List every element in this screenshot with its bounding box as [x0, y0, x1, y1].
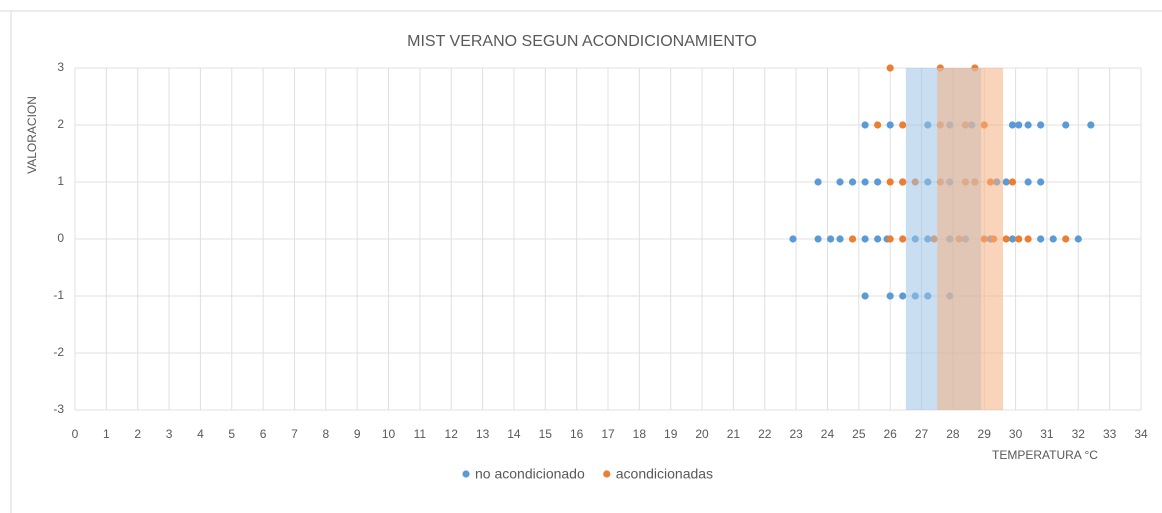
point [814, 178, 822, 186]
x-tick-label: 27 [915, 427, 929, 441]
point [1087, 121, 1095, 129]
y-axis-label: VALORACION [25, 96, 39, 174]
x-tick-label: 21 [727, 427, 741, 441]
x-tick-label: 23 [789, 427, 803, 441]
x-tick-label: 5 [228, 427, 235, 441]
range-band [937, 68, 1004, 410]
point [874, 178, 882, 186]
point [1002, 178, 1010, 186]
point [899, 178, 907, 186]
x-axis-label: TEMPERATURA °C [992, 448, 1098, 462]
x-tick-label: 28 [946, 427, 960, 441]
point [886, 292, 894, 300]
point [886, 178, 894, 186]
point [861, 121, 869, 129]
point [836, 178, 844, 186]
x-tick-label: 6 [260, 427, 267, 441]
y-tick-label: 2 [57, 117, 64, 131]
x-tick-label: 12 [445, 427, 459, 441]
point [836, 235, 844, 243]
x-tick-label: 20 [695, 427, 709, 441]
x-tick-label: 14 [507, 427, 521, 441]
point [848, 235, 857, 243]
x-tick-label: 32 [1072, 427, 1086, 441]
point [1002, 235, 1010, 243]
y-tick-label: 0 [57, 231, 64, 245]
x-tick-label: 13 [476, 427, 490, 441]
point [1049, 235, 1057, 243]
x-tick-label: 22 [758, 427, 772, 441]
x-tick-label: 7 [291, 427, 298, 441]
point [1062, 235, 1070, 243]
point [861, 235, 869, 243]
point [1015, 235, 1023, 243]
point [861, 178, 869, 186]
point [874, 121, 882, 129]
point [1062, 121, 1070, 129]
legend-label: no acondicionado [475, 466, 585, 482]
point [1008, 178, 1017, 186]
point [886, 64, 894, 72]
point [874, 235, 882, 243]
point [899, 121, 907, 129]
y-tick-label: 3 [57, 60, 64, 74]
x-tick-label: 2 [134, 427, 141, 441]
x-tick-label: 15 [539, 427, 553, 441]
x-tick-label: 10 [382, 427, 396, 441]
point [899, 292, 907, 300]
x-tick-label: 0 [72, 427, 79, 441]
point [1024, 121, 1032, 129]
x-tick-label: 33 [1103, 427, 1117, 441]
point [1074, 235, 1082, 243]
x-tick-label: 1 [103, 427, 110, 441]
point [1008, 121, 1017, 129]
point [1024, 178, 1032, 186]
point [827, 235, 835, 243]
x-tick-label: 18 [633, 427, 647, 441]
x-tick-label: 34 [1134, 427, 1148, 441]
x-tick-label: 24 [821, 427, 835, 441]
x-tick-label: 30 [1009, 427, 1023, 441]
point [1037, 178, 1045, 186]
y-tick-label: 1 [57, 174, 64, 188]
point [899, 235, 907, 243]
point [861, 292, 869, 300]
legend-marker [603, 470, 611, 478]
point [848, 178, 857, 186]
point [1024, 235, 1032, 243]
x-tick-label: 26 [883, 427, 897, 441]
x-tick-label: 9 [354, 427, 361, 441]
point [1008, 235, 1017, 243]
point [814, 235, 822, 243]
x-tick-label: 16 [570, 427, 584, 441]
y-tick-label: -3 [53, 402, 64, 416]
x-tick-label: 19 [664, 427, 678, 441]
point [1037, 121, 1045, 129]
x-tick-label: 31 [1040, 427, 1054, 441]
x-tick-label: 29 [978, 427, 992, 441]
y-tick-label: -2 [53, 345, 64, 359]
x-tick-label: 4 [197, 427, 204, 441]
x-tick-label: 3 [166, 427, 173, 441]
point [1037, 235, 1045, 243]
point [789, 235, 797, 243]
chart-title: MIST VERANO SEGUN ACONDICIONAMIENTO [407, 33, 757, 50]
y-tick-label: -1 [53, 288, 64, 302]
point [886, 235, 894, 243]
legend-label: acondicionadas [616, 466, 713, 482]
x-tick-label: 17 [601, 427, 615, 441]
legend-marker [462, 470, 470, 478]
x-tick-label: 11 [414, 427, 427, 441]
x-tick-label: 25 [852, 427, 866, 441]
x-tick-label: 8 [322, 427, 329, 441]
point [886, 121, 894, 129]
point [1015, 121, 1023, 129]
